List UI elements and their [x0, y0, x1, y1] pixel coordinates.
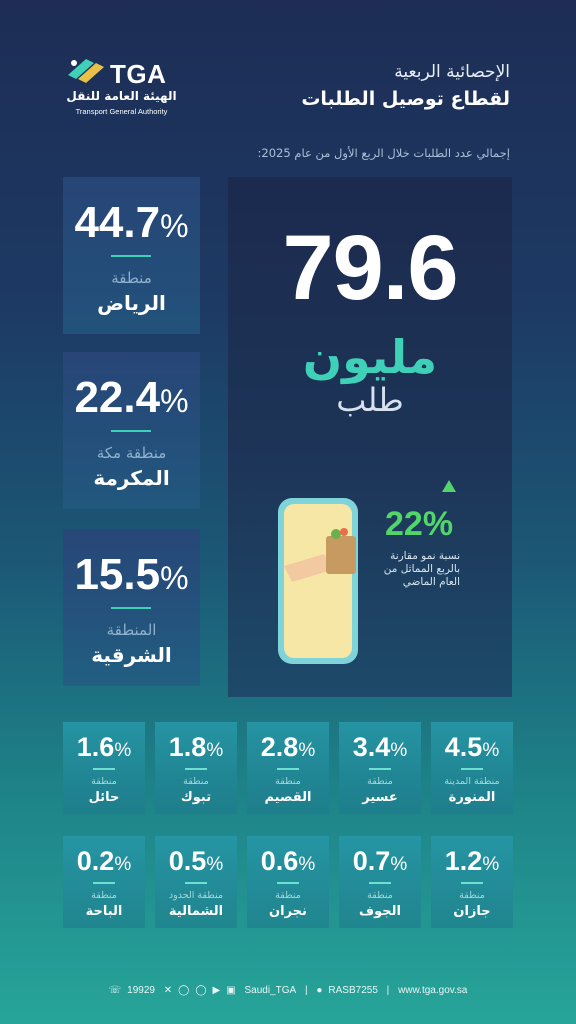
region-card-qassim: 2.8% منطقة القصيم [247, 722, 329, 814]
logo-arabic-text: الهيئة العامة للنقل [66, 89, 177, 103]
region-label: منطقة مكة [96, 444, 167, 462]
region-label: المنطقة [106, 621, 157, 639]
region-name: الجوف [359, 904, 401, 919]
region-percentage: 2.8% [260, 732, 316, 762]
linkedin-icon[interactable]: ▣ [226, 985, 236, 996]
phone-delivery-illustration [278, 498, 358, 664]
region-percentage: 1.6% [76, 732, 132, 762]
region-label: منطقة [367, 890, 393, 901]
region-card-eastern: 15.5% المنطقة الشرقية [63, 529, 200, 686]
youtube-icon[interactable]: ▶ [212, 985, 221, 996]
region-card-northern-borders: 0.5% منطقة الحدود الشمالية [155, 836, 237, 928]
divider [111, 607, 151, 609]
growth-description: نسبة نمو مقارنة بالربع المماثل من العام … [383, 550, 460, 589]
region-card-najran: 0.6% منطقة نجران [247, 836, 329, 928]
region-name: الباحة [85, 904, 123, 919]
region-label: منطقة المدينة [444, 776, 500, 787]
region-label: منطقة [459, 890, 485, 901]
phone-icon: ☏ [108, 985, 122, 996]
region-name: جازان [453, 904, 491, 919]
divider [111, 430, 151, 432]
instagram-icon[interactable]: ◯ [178, 985, 190, 996]
region-percentage: 22.4% [74, 373, 189, 422]
region-card-jouf: 0.7% منطقة الجوف [339, 836, 421, 928]
region-name: عسير [362, 790, 398, 805]
region-percentage: 3.4% [352, 732, 408, 762]
divider [93, 882, 115, 884]
region-percentage: 1.8% [168, 732, 224, 762]
divider [461, 768, 483, 770]
divider [185, 882, 207, 884]
page-subtitle: إجمالي عدد الطلبات خلال الربع الأول من ع… [257, 146, 510, 160]
region-card-asir: 3.4% منطقة عسير [339, 722, 421, 814]
page-title-line2: لقطاع توصيل الطلبات [301, 88, 510, 110]
region-percentage: 0.2% [76, 846, 132, 876]
tga-logo: TGA الهيئة العامة للنقل Transport Genera… [64, 55, 179, 121]
region-card-tabuk: 1.8% منطقة تبوك [155, 722, 237, 814]
phone-number[interactable]: 19929 [127, 985, 155, 996]
footer-contacts: ☏ 19929 ✕ ◯ ◯ ▶ ▣ Saudi_TGA | ● RASB7255 | www… [0, 985, 576, 996]
region-card-jazan: 1.2% منطقة جازان [431, 836, 513, 928]
region-label: منطقة [91, 890, 117, 901]
region-label: منطقة [111, 269, 152, 287]
region-card-baha: 0.2% منطقة الباحة [63, 836, 145, 928]
total-orders-unit: مليون [302, 330, 438, 384]
x-icon[interactable]: ✕ [163, 985, 173, 996]
region-name: المكرمة [93, 466, 170, 490]
region-name: الرياض [97, 291, 166, 315]
region-card-hail: 1.6% منطقة حائل [63, 722, 145, 814]
region-name: القصيم [264, 790, 312, 805]
region-name: الشمالية [168, 904, 224, 919]
region-percentage: 44.7% [74, 198, 189, 247]
divider [277, 882, 299, 884]
region-name: نجران [269, 904, 307, 919]
region-card-riyadh: 44.7% منطقة الرياض [63, 177, 200, 334]
region-name: المنورة [448, 790, 496, 805]
logo-text: TGA [110, 59, 167, 89]
region-label: منطقة [275, 890, 301, 901]
divider [277, 768, 299, 770]
divider [461, 882, 483, 884]
website-link[interactable]: www.tga.gov.sa [398, 985, 468, 996]
logo-english-text: Transport General Authority [75, 107, 168, 116]
region-card-makkah: 22.4% منطقة مكة المكرمة [63, 352, 200, 509]
footer-separator: | [386, 985, 390, 996]
region-label: منطقة [275, 776, 301, 787]
social-handle[interactable]: Saudi_TGA [244, 985, 297, 996]
region-percentage: 0.7% [352, 846, 408, 876]
region-name: الشرقية [91, 643, 172, 667]
rasb-icon: ● [316, 985, 323, 996]
divider [369, 882, 391, 884]
divider [369, 768, 391, 770]
rasb-code[interactable]: RASB7255 [328, 985, 378, 996]
region-label: منطقة [367, 776, 393, 787]
up-arrow-icon [442, 480, 456, 492]
region-label: منطقة [91, 776, 117, 787]
region-percentage: 0.6% [260, 846, 316, 876]
divider [111, 255, 151, 257]
footer-separator: | [304, 985, 308, 996]
divider [185, 768, 207, 770]
total-orders-panel [228, 177, 512, 697]
total-orders-value: 79.6 [282, 217, 458, 319]
region-name: حائل [88, 790, 120, 805]
snapchat-icon[interactable]: ◯ [195, 985, 207, 996]
region-label: منطقة [183, 776, 209, 787]
page-title-line1: الإحصائية الربعية [394, 62, 510, 82]
tga-logo-icon [68, 59, 104, 83]
region-percentage: 15.5% [74, 550, 189, 599]
total-orders-label: طلب [336, 381, 404, 419]
region-percentage: 1.2% [444, 846, 500, 876]
region-name: تبوك [180, 790, 212, 805]
divider [93, 768, 115, 770]
region-percentage: 0.5% [168, 846, 224, 876]
growth-percentage: 22% [385, 505, 454, 543]
region-card-madinah: 4.5% منطقة المدينة المنورة [431, 722, 513, 814]
region-percentage: 4.5% [444, 732, 500, 762]
region-label: منطقة الحدود [168, 890, 224, 901]
